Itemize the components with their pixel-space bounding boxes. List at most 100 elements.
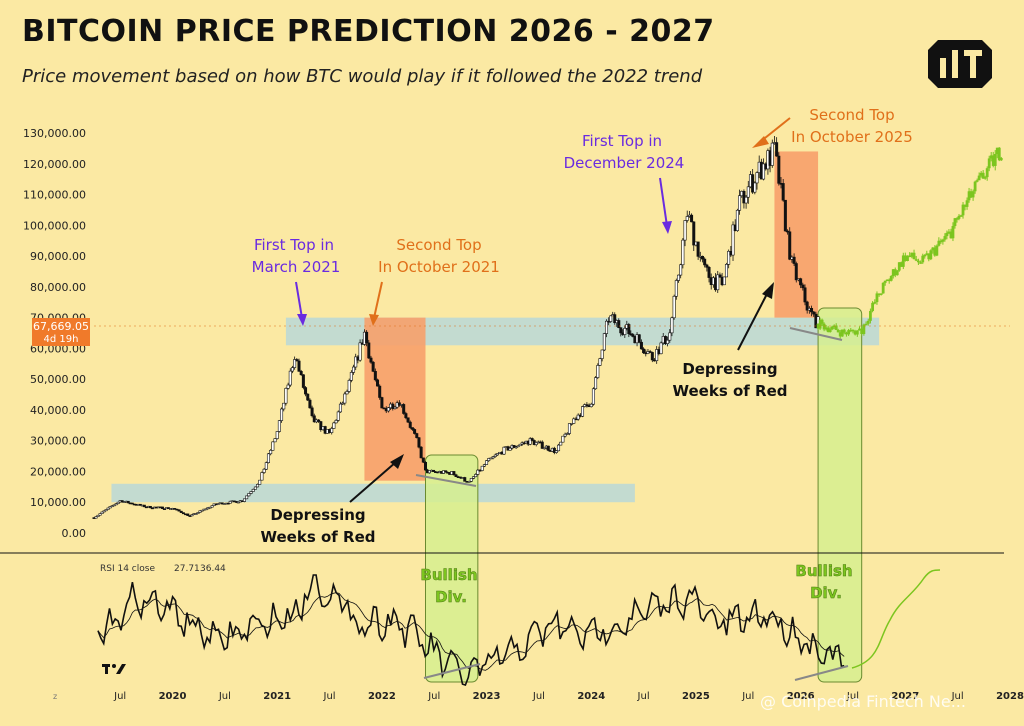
projection-candle [840, 329, 844, 337]
candle-body [198, 510, 202, 513]
candle-body [312, 415, 316, 423]
candle-body [142, 504, 146, 508]
candle-body [413, 429, 417, 434]
candle-body [735, 209, 739, 231]
candle-body [130, 502, 134, 505]
current-price-tag: 67,669.05 4d 19h [32, 318, 1010, 346]
rsi-panel [97, 569, 941, 686]
candle-body [297, 360, 301, 372]
projection-candle [818, 319, 822, 329]
candle-body [345, 391, 349, 395]
candle-body [444, 470, 448, 473]
projection-candle [951, 225, 955, 239]
projection-candle [987, 158, 991, 169]
candle-body [627, 324, 631, 335]
candle-body [617, 320, 621, 328]
candle-body [226, 502, 230, 505]
projection-candle [885, 279, 889, 282]
candle-body [284, 388, 288, 404]
projection-candle [927, 253, 931, 260]
projection-candle [921, 255, 925, 263]
candle-body [639, 341, 643, 350]
candle-body [273, 438, 277, 443]
candle-body [126, 500, 130, 504]
candle-body [408, 421, 412, 428]
annotation-line: Second Top [396, 236, 481, 254]
candle-body [336, 411, 340, 421]
candle-body [194, 513, 198, 515]
x-tick-label: Jul [323, 691, 336, 702]
zone-band-1 [111, 483, 635, 503]
candle-body [264, 462, 268, 470]
projection-candle [834, 325, 838, 330]
x-tick-label: 2023 [473, 691, 501, 702]
candle-body [718, 274, 722, 278]
candle-body [365, 331, 369, 344]
page-subtitle: Price movement based on how BTC would pl… [22, 66, 703, 87]
annotation-line: March 2021 [252, 258, 341, 276]
candle-body [181, 512, 185, 515]
candle-body [210, 505, 214, 508]
price-tag-sub: 4d 19h [44, 334, 79, 345]
annotation-first-top-2024: First Top in December 2024 [564, 132, 684, 234]
projection-candle [879, 293, 883, 295]
candle-body [256, 484, 260, 488]
candle-body [96, 514, 100, 517]
candle-body [288, 370, 292, 386]
x-tick-label: Jul [532, 691, 545, 702]
timezone-icon: z [53, 692, 57, 701]
candle-body [666, 339, 670, 344]
candle-body [589, 403, 593, 408]
candle-body [282, 402, 286, 410]
tradingview-logo-icon [102, 664, 126, 674]
divergence-line-rsi-2 [794, 665, 849, 681]
candle-body [557, 444, 561, 452]
candle-body [114, 503, 118, 506]
rsi-value-1: 27.71 [174, 564, 200, 574]
candle-body [166, 507, 170, 509]
candle-body [598, 358, 602, 366]
candle-body [432, 469, 436, 472]
divergence-line-rsi-1 [423, 663, 481, 679]
projection-candle [929, 250, 933, 260]
candle-body [376, 379, 380, 387]
projection-candle [855, 330, 859, 335]
x-tick-label: 2026 [787, 691, 815, 702]
page-title: BITCOIN PRICE PREDICTION 2026 - 2027 [22, 14, 715, 49]
candle-body [482, 464, 486, 467]
candle-body [310, 407, 314, 417]
candle-body [585, 404, 589, 406]
candle-body [659, 342, 663, 355]
candle-body [648, 351, 652, 353]
projection-candle [866, 320, 870, 324]
divergence-line-price-2 [789, 327, 843, 341]
projection-candle [877, 293, 881, 295]
candle-body [591, 388, 595, 405]
projection-candle [957, 215, 961, 219]
zone-red-3 [774, 151, 819, 318]
candle-body [605, 320, 609, 334]
candle-body [275, 431, 279, 439]
projection-candle [933, 247, 937, 256]
annotation-line: Second Top [809, 106, 894, 124]
rsi-label: RSI 14 close [100, 564, 155, 574]
candle-body [419, 446, 423, 459]
candle-body [783, 199, 787, 232]
projection-candle [853, 331, 857, 335]
projection-candle [999, 157, 1003, 161]
annotation-line: First Top in [582, 132, 662, 150]
y-tick-label: 0.00 [62, 527, 87, 540]
candle-body [655, 349, 659, 361]
candle-body [352, 366, 356, 373]
candle-body [454, 474, 458, 478]
candle-body [334, 420, 338, 424]
candle-body [367, 342, 371, 359]
x-tick-label: 2020 [159, 691, 187, 702]
projection-candle [903, 255, 907, 261]
candle-body [567, 423, 571, 434]
projection-candle [851, 329, 855, 332]
projection-candle [991, 155, 995, 166]
candle-body [317, 419, 321, 422]
projection-candle [977, 175, 981, 181]
projection-candle [995, 147, 999, 155]
